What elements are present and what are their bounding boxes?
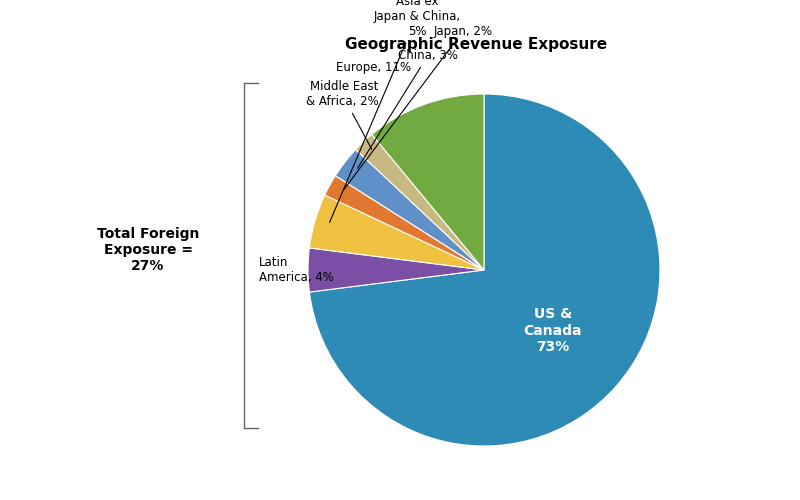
Wedge shape <box>356 134 484 270</box>
Text: Asia ex
Japan & China,
5%: Asia ex Japan & China, 5% <box>330 0 461 222</box>
Text: China, 3%: China, 3% <box>358 50 458 168</box>
Wedge shape <box>308 248 484 292</box>
Text: Middle East
& Africa, 2%: Middle East & Africa, 2% <box>306 80 378 150</box>
Wedge shape <box>335 150 484 270</box>
Wedge shape <box>372 94 484 270</box>
Text: Europe, 11%: Europe, 11% <box>336 62 411 74</box>
Wedge shape <box>325 176 484 270</box>
Text: Total Foreign
Exposure =
27%: Total Foreign Exposure = 27% <box>97 227 199 273</box>
Text: Japan, 2%: Japan, 2% <box>344 24 492 190</box>
Wedge shape <box>310 195 484 270</box>
Text: Geographic Revenue Exposure: Geographic Revenue Exposure <box>345 38 607 52</box>
Wedge shape <box>310 94 660 446</box>
Text: US &
Canada
73%: US & Canada 73% <box>523 308 582 354</box>
Text: Latin
America, 4%: Latin America, 4% <box>258 256 334 284</box>
